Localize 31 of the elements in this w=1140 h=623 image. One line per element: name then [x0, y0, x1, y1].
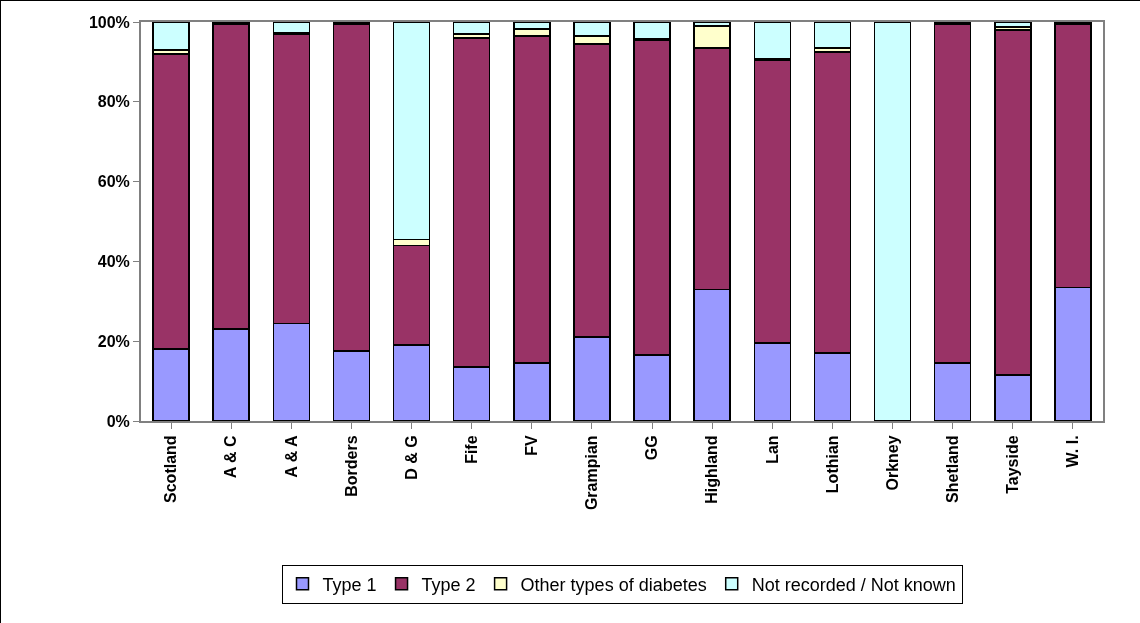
x-tick-label: Tayside [1004, 435, 1022, 494]
x-tick-label: Fife [462, 435, 480, 464]
x-tick-label: Lan [763, 435, 781, 464]
y-tick-label: 40% [97, 253, 130, 270]
x-tick-label: Highland [703, 435, 721, 504]
y-tick-label: 100% [88, 13, 130, 31]
y-tick-label: 20% [97, 332, 130, 350]
x-tick-label: A & C [222, 434, 240, 479]
x-tick-label: D & G [402, 435, 420, 480]
x-tick-label: Grampian [583, 435, 601, 511]
bar [452, 22, 491, 35]
bar [152, 22, 190, 51]
x-tick-label: Lothian [823, 435, 841, 494]
x-tick-label: W. I. [1064, 435, 1082, 468]
y-tick-label: 80% [97, 93, 130, 111]
legend-label: Type 2 [421, 574, 476, 595]
x-tick-label: Borders [342, 435, 360, 497]
bar [873, 22, 912, 421]
x-tick-label: Scotland [162, 435, 180, 503]
x-tick-label: A & A [282, 434, 300, 478]
y-tick-label: 60% [97, 173, 130, 191]
bar [994, 22, 1032, 28]
x-tick-label: FV [523, 435, 541, 456]
legend-label: Type 1 [322, 574, 377, 595]
y-tick-label: 0% [106, 412, 130, 430]
legend-label: Other types of diabetes [520, 574, 707, 595]
bar [813, 22, 852, 49]
x-tick-label: GG [643, 435, 661, 461]
x-tick-label: Orkney [883, 435, 901, 491]
legend-label: Not recorded / Not known [751, 574, 956, 595]
x-tick-label: Shetland [943, 435, 961, 503]
